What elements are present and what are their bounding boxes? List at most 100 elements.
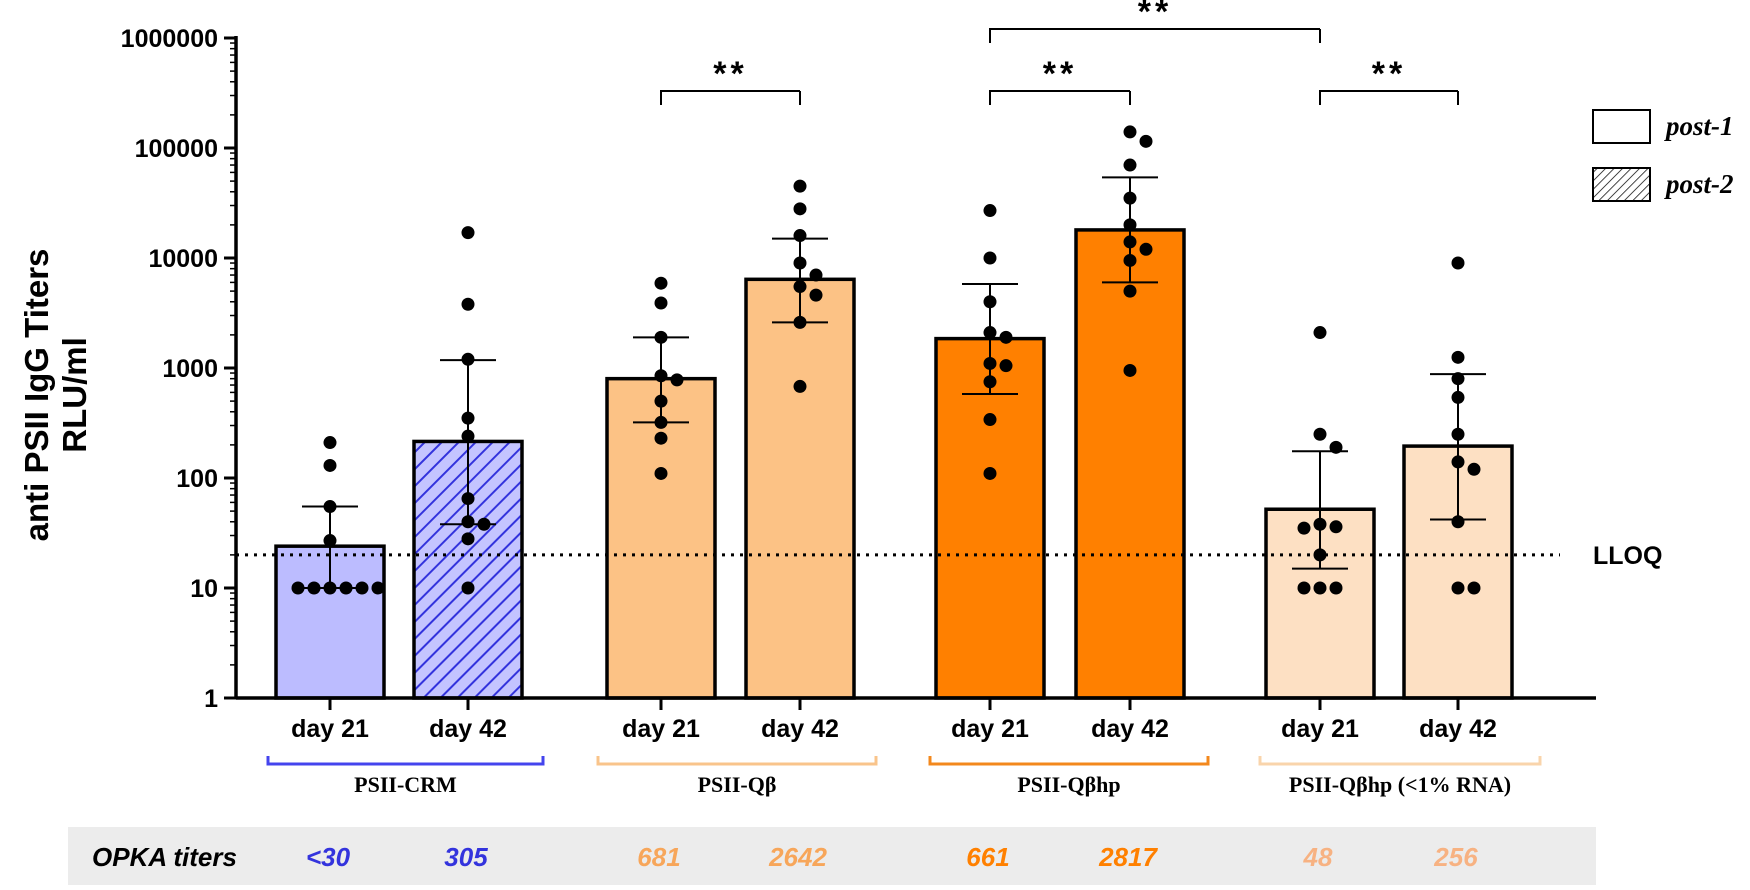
data-point-4-7 <box>983 375 997 389</box>
data-point-4-4 <box>999 330 1013 344</box>
y-axis-label: anti PSII IgG Titers RLU/ml <box>18 249 93 542</box>
data-point-4-5 <box>983 356 997 370</box>
data-point-3-8 <box>793 379 807 393</box>
data-point-4-2 <box>983 295 997 309</box>
data-point-5-8 <box>1123 284 1137 298</box>
legend-swatch-post1 <box>1592 109 1651 144</box>
x-category-label-6: day 21 <box>1281 715 1359 743</box>
data-point-7-2 <box>1451 372 1465 386</box>
x-category-label-0: day 21 <box>291 715 369 743</box>
data-point-7-1 <box>1451 350 1465 364</box>
data-point-1-3 <box>461 411 475 425</box>
group-label-0: PSII-CRM <box>354 772 457 797</box>
data-point-2-6 <box>654 415 668 429</box>
data-point-1-6 <box>461 515 475 529</box>
opka-title: OPKA titers <box>92 842 237 872</box>
y-tick-label-0: 1 <box>204 685 218 713</box>
data-point-1-8 <box>461 532 475 546</box>
data-point-2-2 <box>654 330 668 344</box>
data-point-2-5 <box>654 394 668 408</box>
data-point-0-3 <box>323 534 337 548</box>
data-point-3-7 <box>793 315 807 329</box>
data-point-6-0 <box>1313 326 1327 340</box>
data-point-5-7 <box>1123 253 1137 267</box>
group-bracket-0 <box>266 756 545 766</box>
data-point-5-3 <box>1123 191 1137 205</box>
data-point-6-6 <box>1313 548 1327 562</box>
y-axis-label-line1: anti PSII IgG Titers <box>18 249 55 542</box>
data-point-3-0 <box>793 179 807 193</box>
lloq-label: LLOQ <box>1593 542 1662 570</box>
group-bracket-1 <box>596 756 878 766</box>
data-point-1-4 <box>461 429 475 443</box>
opka-value-7: 256 <box>1433 842 1478 872</box>
data-point-0-8 <box>291 581 305 595</box>
data-point-4-6 <box>999 359 1013 373</box>
data-point-0-5 <box>339 581 353 595</box>
opka-value-1: 305 <box>444 842 488 872</box>
data-point-5-2 <box>1123 158 1137 172</box>
bar-3 <box>744 277 856 700</box>
data-point-4-9 <box>983 466 997 480</box>
opka-value-0: <30 <box>306 842 351 872</box>
data-point-7-4 <box>1451 427 1465 441</box>
sig-bracket-2 <box>1319 90 1458 105</box>
data-point-4-3 <box>983 326 997 340</box>
legend-label-post2: post-2 <box>1664 169 1734 199</box>
opka-value-6: 48 <box>1303 842 1333 872</box>
y-tick-label-2: 100 <box>176 465 218 493</box>
data-point-6-1 <box>1313 427 1327 441</box>
data-point-7-7 <box>1451 515 1465 529</box>
data-point-1-5 <box>461 492 475 506</box>
data-point-3-3 <box>793 256 807 270</box>
x-category-label-1: day 42 <box>429 715 507 743</box>
opka-value-2: 681 <box>637 842 680 872</box>
data-point-7-0 <box>1451 256 1465 270</box>
group-bracket-2 <box>928 756 1210 766</box>
data-point-3-5 <box>793 280 807 294</box>
data-point-7-5 <box>1451 455 1465 469</box>
data-point-6-3 <box>1313 517 1327 531</box>
data-point-2-1 <box>654 296 668 310</box>
significance-label-0: ** <box>713 55 747 93</box>
significance-label-3: ** <box>1138 0 1172 31</box>
data-point-1-0 <box>461 226 475 240</box>
opka-value-3: 2642 <box>768 842 827 872</box>
y-tick-label-5: 100000 <box>135 135 218 163</box>
data-point-6-8 <box>1329 581 1343 595</box>
data-point-0-2 <box>323 500 337 514</box>
y-axis-label-line2: RLU/ml <box>56 337 93 453</box>
opka-value-4: 661 <box>966 842 1009 872</box>
data-point-2-3 <box>654 369 668 383</box>
data-point-2-0 <box>654 276 668 290</box>
plot-area: LLOQ 1 10 100 1000 10000 100000 1000000 day 21 da… <box>121 0 1663 797</box>
data-point-0-0 <box>323 436 337 450</box>
group-label-1: PSII-Qβ <box>698 772 777 797</box>
data-point-0-7 <box>355 581 369 595</box>
sig-bracket-0 <box>660 90 800 105</box>
data-point-4-1 <box>983 251 997 265</box>
opka-values: <30 305 681 2642 661 2817 48 256 <box>306 842 1478 872</box>
data-point-5-5 <box>1123 235 1137 249</box>
data-point-7-8 <box>1451 581 1465 595</box>
data-point-7-3 <box>1451 390 1465 404</box>
legend-swatch-post2 <box>1592 167 1651 202</box>
data-point-6-4 <box>1329 520 1343 534</box>
data-point-7-9 <box>1467 581 1481 595</box>
data-point-6-9 <box>1297 581 1311 595</box>
data-point-3-6 <box>809 288 823 302</box>
data-point-4-0 <box>983 204 997 218</box>
data-point-1-7 <box>477 517 491 531</box>
opka-value-5: 2817 <box>1098 842 1158 872</box>
group-label-2: PSII-Qβhp <box>1017 772 1120 797</box>
data-point-1-9 <box>461 581 475 595</box>
data-point-5-9 <box>1123 363 1137 377</box>
data-point-6-7 <box>1313 581 1327 595</box>
y-tick-label-4: 10000 <box>148 245 218 273</box>
data-point-0-1 <box>323 458 337 472</box>
data-point-2-7 <box>654 431 668 445</box>
data-point-5-6 <box>1139 242 1153 256</box>
data-point-7-6 <box>1467 462 1481 476</box>
bar-5 <box>1074 228 1186 700</box>
